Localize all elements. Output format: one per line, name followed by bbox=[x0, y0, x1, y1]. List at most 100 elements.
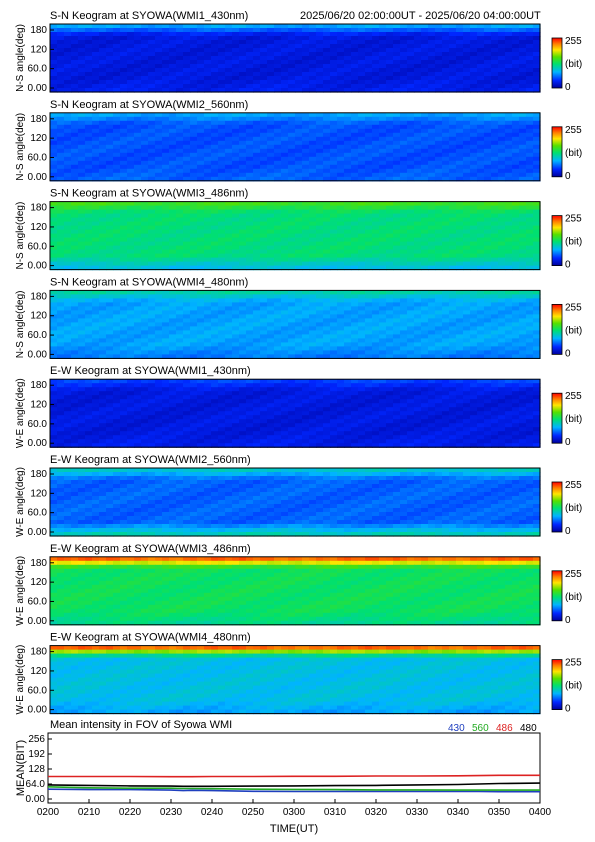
mean-plot-frame bbox=[47, 732, 541, 804]
y-tick-label: 0.00 bbox=[28, 83, 48, 94]
x-tick-label: 0350 bbox=[488, 807, 511, 818]
series-line-560 bbox=[47, 786, 540, 791]
y-tick-label: 0.00 bbox=[28, 527, 48, 538]
mean-series-lines bbox=[47, 774, 541, 793]
y-tick-label: 180 bbox=[30, 469, 47, 480]
x-tick-label: 0340 bbox=[447, 807, 470, 818]
mean-y-tick: 192 bbox=[28, 749, 45, 760]
legend-560: 560 bbox=[472, 723, 489, 734]
x-tick-label: 0250 bbox=[242, 807, 265, 818]
x-axis-label: TIME(UT) bbox=[270, 823, 318, 835]
keogram-panel: S-N Keogram at SYOWA(WMI1_430nm)180 120 60… bbox=[15, 10, 582, 94]
mean-y-tick: 64.0 bbox=[26, 779, 46, 790]
colorbar bbox=[551, 37, 563, 89]
colorbar-min: 0 bbox=[565, 82, 571, 93]
keogram-title: E-W Keogram at SYOWA(WMI1_430nm) bbox=[50, 365, 251, 377]
time-x-axis: 0200 0210 0220 0230 0240 0250 0300 0310 0320 0330… bbox=[37, 799, 552, 818]
keogram-ylabel: W-E angle(deg) bbox=[15, 378, 26, 448]
x-tick-label: 0310 bbox=[324, 807, 347, 818]
y-tick-label: 180 bbox=[30, 647, 47, 658]
keogram-ylabel: N-S angle(deg) bbox=[15, 202, 26, 270]
y-tick-label: 0.00 bbox=[28, 616, 48, 627]
keogram-panel: E-W Keogram at SYOWA(WMI1_430nm)180 120 60… bbox=[15, 365, 582, 449]
keogram-title: S-N Keogram at SYOWA(WMI4_480nm) bbox=[50, 276, 248, 288]
series-legend: 430 560 486 480 bbox=[448, 723, 537, 734]
keogram-heatmap bbox=[50, 290, 541, 359]
keogram-ylabel: N-S angle(deg) bbox=[15, 290, 26, 358]
colorbar-unit: (bit) bbox=[565, 414, 582, 425]
keogram-title: S-N Keogram at SYOWA(WMI1_430nm) bbox=[50, 10, 248, 22]
keogram-ylabel: W-E angle(deg) bbox=[15, 467, 26, 537]
colorbar bbox=[551, 481, 563, 533]
y-tick-label: 0.00 bbox=[28, 438, 48, 449]
legend-430: 430 bbox=[448, 723, 465, 734]
colorbar-min: 0 bbox=[565, 437, 571, 448]
colorbar bbox=[551, 126, 563, 178]
y-tick-label: 180 bbox=[30, 114, 47, 125]
colorbar-min: 0 bbox=[565, 260, 571, 271]
colorbar-unit: (bit) bbox=[565, 592, 582, 603]
colorbar bbox=[551, 659, 563, 710]
keogram-heatmap bbox=[50, 556, 541, 626]
keogram-panel: S-N Keogram at SYOWA(WMI3_486nm)180 120 60… bbox=[15, 188, 582, 272]
colorbar-max: 255 bbox=[565, 125, 582, 136]
y-tick-label: 0.00 bbox=[28, 172, 48, 183]
y-tick-label: 120 bbox=[30, 311, 47, 322]
y-tick-label: 60.0 bbox=[28, 419, 48, 430]
keogram-panel: E-W Keogram at SYOWA(WMI4_480nm)180 120 60… bbox=[15, 632, 582, 716]
y-tick-label: 120 bbox=[30, 577, 47, 588]
x-tick-label: 0320 bbox=[365, 807, 388, 818]
y-axis-label: MEAN(BIT) bbox=[15, 740, 27, 796]
series-line-486 bbox=[48, 774, 540, 778]
colorbar-min: 0 bbox=[565, 615, 571, 626]
colorbar-unit: (bit) bbox=[565, 148, 582, 159]
mean-y-axis: 256 192 128 64.0 0.00 bbox=[26, 734, 52, 805]
keogram-ylabel: W-E angle(deg) bbox=[15, 556, 26, 626]
mean-intensity-title: Mean intensity in FOV of Syowa WMI bbox=[50, 719, 232, 731]
x-tick-label: 0210 bbox=[78, 807, 101, 818]
y-tick-label: 60.0 bbox=[28, 241, 48, 252]
keogram-title: S-N Keogram at SYOWA(WMI2_560nm) bbox=[50, 99, 248, 111]
x-tick-label: 0200 bbox=[37, 807, 60, 818]
x-tick-label: 0300 bbox=[283, 807, 306, 818]
colorbar bbox=[551, 392, 563, 444]
keogram-heatmap bbox=[50, 112, 541, 182]
keogram-heatmap bbox=[50, 201, 541, 271]
keogram-heatmap bbox=[50, 468, 541, 537]
y-tick-label: 0.00 bbox=[28, 261, 48, 272]
mean-intensity-panel: Mean intensity in FOV of Syowa WMI 430 56… bbox=[15, 719, 552, 835]
colorbar-max: 255 bbox=[565, 302, 582, 313]
mean-y-tick: 0.00 bbox=[26, 794, 46, 805]
y-tick-label: 60.0 bbox=[28, 330, 48, 341]
x-tick-label: 0220 bbox=[119, 807, 142, 818]
mean-y-tick: 128 bbox=[28, 764, 45, 775]
colorbar-min: 0 bbox=[565, 348, 571, 359]
colorbar-max: 255 bbox=[565, 658, 582, 669]
legend-480: 480 bbox=[520, 723, 537, 734]
keogram-title: E-W Keogram at SYOWA(WMI4_480nm) bbox=[50, 632, 251, 644]
colorbar-max: 255 bbox=[565, 480, 582, 491]
keogram-heatmap bbox=[50, 645, 541, 715]
x-tick-label: 0330 bbox=[406, 807, 429, 818]
x-tick-label: 0230 bbox=[160, 807, 183, 818]
colorbar bbox=[551, 215, 563, 267]
keogram-ylabel: N-S angle(deg) bbox=[15, 24, 26, 92]
y-tick-label: 60.0 bbox=[28, 64, 48, 75]
y-tick-label: 180 bbox=[30, 380, 47, 391]
colorbar-unit: (bit) bbox=[565, 503, 582, 514]
y-tick-label: 60.0 bbox=[28, 596, 48, 607]
series-line-430 bbox=[47, 788, 540, 793]
x-tick-label: 0240 bbox=[201, 807, 224, 818]
colorbar-max: 255 bbox=[565, 391, 582, 402]
y-tick-label: 180 bbox=[30, 558, 47, 569]
colorbar-unit: (bit) bbox=[565, 325, 582, 336]
mean-y-tick: 256 bbox=[28, 734, 45, 745]
keogram-panel: S-N Keogram at SYOWA(WMI4_480nm)180 120 60… bbox=[15, 276, 582, 360]
y-tick-label: 180 bbox=[30, 203, 47, 214]
time-range-label: 2025/06/20 02:00:00UT - 2025/06/20 04:00… bbox=[300, 10, 541, 22]
keogram-panel: E-W Keogram at SYOWA(WMI3_486nm)180 120 60… bbox=[15, 543, 582, 627]
colorbar-unit: (bit) bbox=[565, 681, 582, 692]
colorbar-min: 0 bbox=[565, 171, 571, 182]
colorbar-unit: (bit) bbox=[565, 237, 582, 248]
